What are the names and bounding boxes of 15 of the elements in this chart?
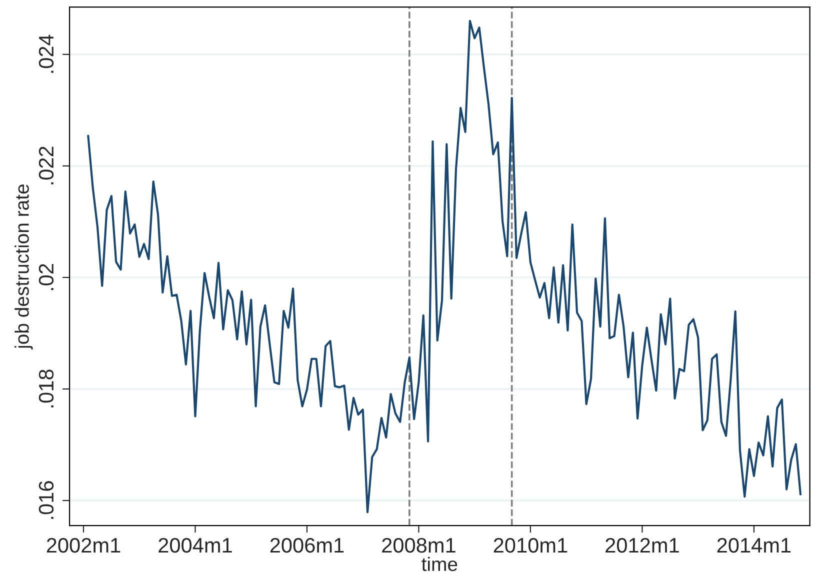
y-tick-label: .022 bbox=[38, 146, 54, 184]
x-tick-label: 2006m1 bbox=[270, 538, 344, 553]
x-tick-label: 2010m1 bbox=[494, 538, 568, 553]
y-tick-label: .018 bbox=[38, 370, 54, 408]
x-tick-label: 2012m1 bbox=[606, 538, 679, 553]
x-tick-label: 2004m1 bbox=[158, 538, 232, 553]
y-tick-label: .02 bbox=[38, 264, 54, 290]
line-series bbox=[87, 20, 802, 514]
x-axis-title: time bbox=[422, 556, 458, 572]
x-tick-label: 2014m1 bbox=[717, 538, 791, 553]
x-tick-label: 2008m1 bbox=[382, 538, 456, 553]
y-axis-title: job destruction rate bbox=[14, 184, 33, 350]
y-tick-label: .016 bbox=[38, 481, 54, 519]
y-tick-label: .024 bbox=[38, 34, 54, 73]
x-tick-label: 2002m1 bbox=[46, 538, 120, 553]
